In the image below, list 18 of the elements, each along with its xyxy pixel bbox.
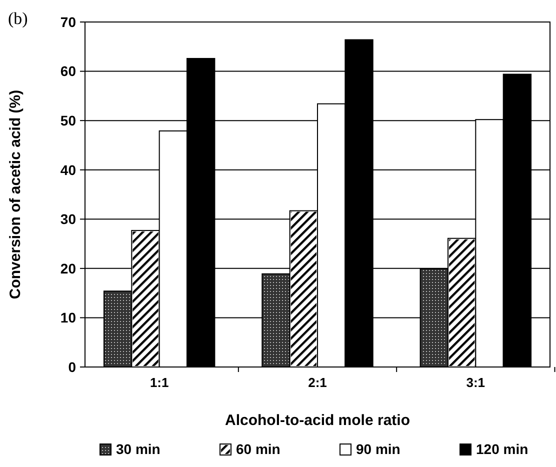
x-tick-label: 3:1 [466, 375, 486, 390]
y-tick-label: 60 [60, 63, 76, 80]
y-tick-label: 20 [60, 260, 76, 276]
y-axis-title: Conversion of acetic acid (%) [7, 90, 24, 300]
legend-label: 90 min [356, 441, 400, 457]
y-tick-label: 40 [60, 162, 76, 178]
text: (b) [8, 9, 28, 28]
y-tick-label: 0 [68, 358, 76, 375]
y-tick-label: 70 [60, 14, 76, 30]
y-tick-label: 50 [60, 112, 76, 128]
legend-label: 30 min [116, 441, 160, 457]
y-tick-label: 30 [60, 211, 76, 228]
x-tick-label: 1:1 [150, 375, 169, 390]
x-axis-title: Alcohol-to-acid mole ratio [224, 412, 410, 429]
legend-label: 120 min [476, 441, 528, 457]
legend-label: 60 min [236, 441, 280, 457]
x-tick-label: 2:1 [308, 375, 327, 390]
y-tick-label: 10 [60, 310, 76, 326]
